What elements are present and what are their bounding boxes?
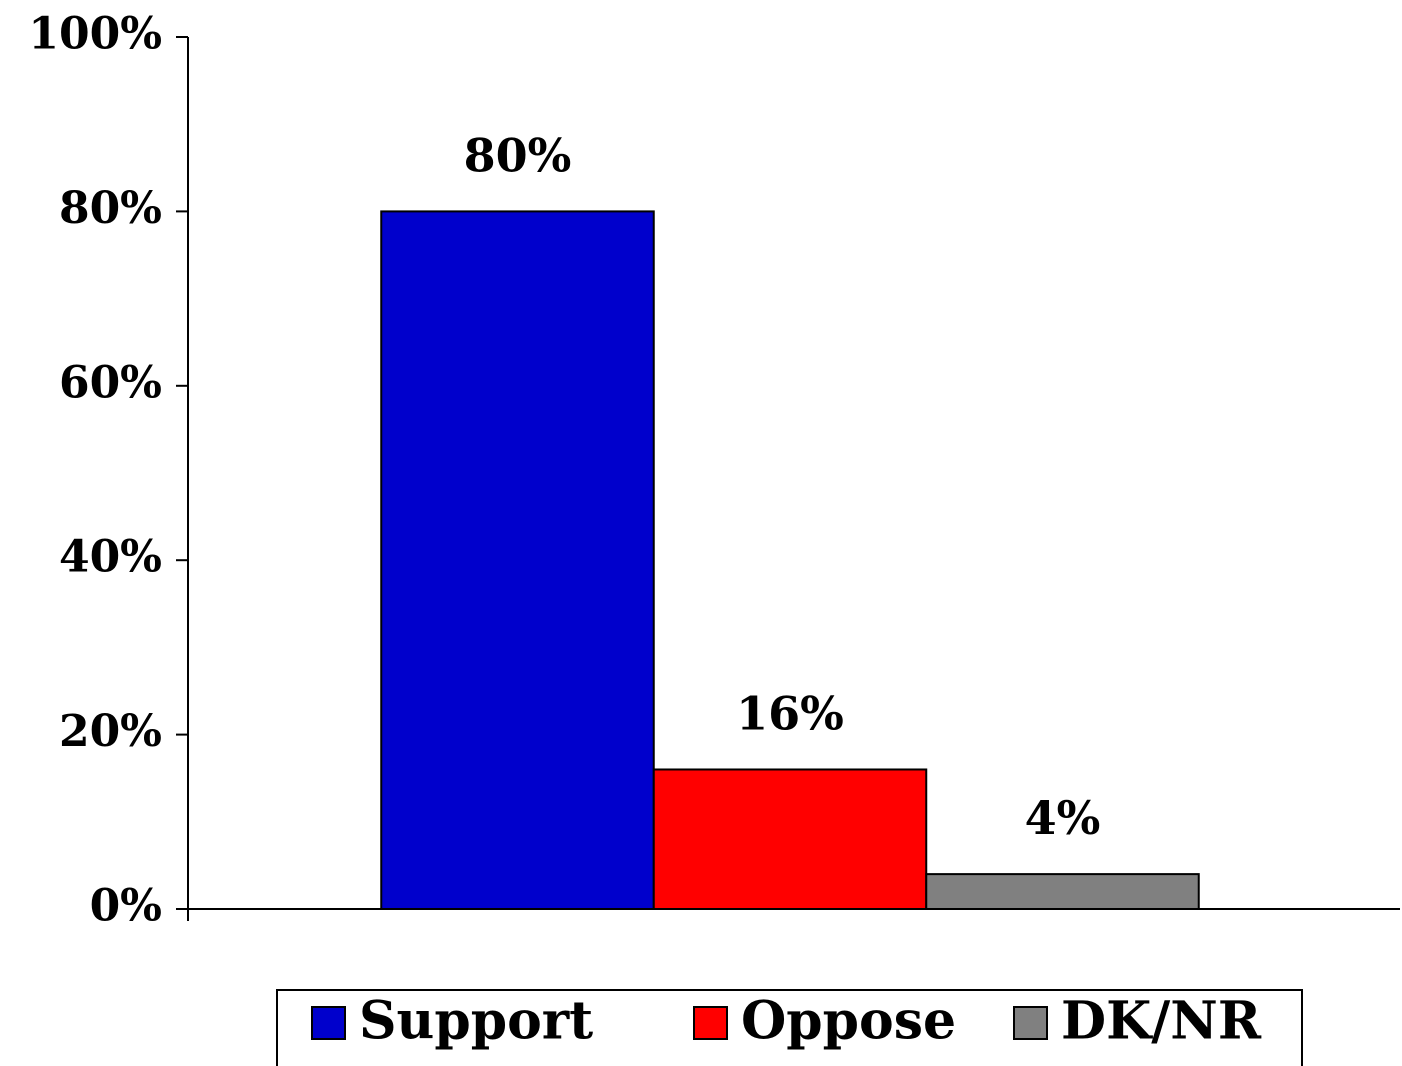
bar — [652, 768, 928, 910]
y-tick-label: 80% — [59, 183, 162, 234]
bar — [925, 873, 1200, 910]
value-label: 16% — [736, 686, 844, 740]
value-label: 4% — [1025, 791, 1101, 845]
legend-swatch — [1013, 1006, 1048, 1040]
legend-swatch — [693, 1006, 728, 1040]
value-label: 80% — [464, 128, 572, 182]
legend-swatch — [311, 1006, 346, 1040]
y-tick-label: 0% — [90, 881, 162, 932]
bar — [380, 210, 655, 910]
legend-box — [276, 989, 1303, 1066]
y-tick-label: 100% — [28, 9, 162, 60]
legend-label: Support — [359, 991, 593, 1052]
y-tick-label: 60% — [59, 357, 162, 408]
legend-label: DK/NR — [1061, 991, 1262, 1052]
y-tick-label: 40% — [59, 532, 162, 583]
legend-label: Oppose — [741, 991, 956, 1052]
y-tick-label: 20% — [59, 706, 162, 757]
